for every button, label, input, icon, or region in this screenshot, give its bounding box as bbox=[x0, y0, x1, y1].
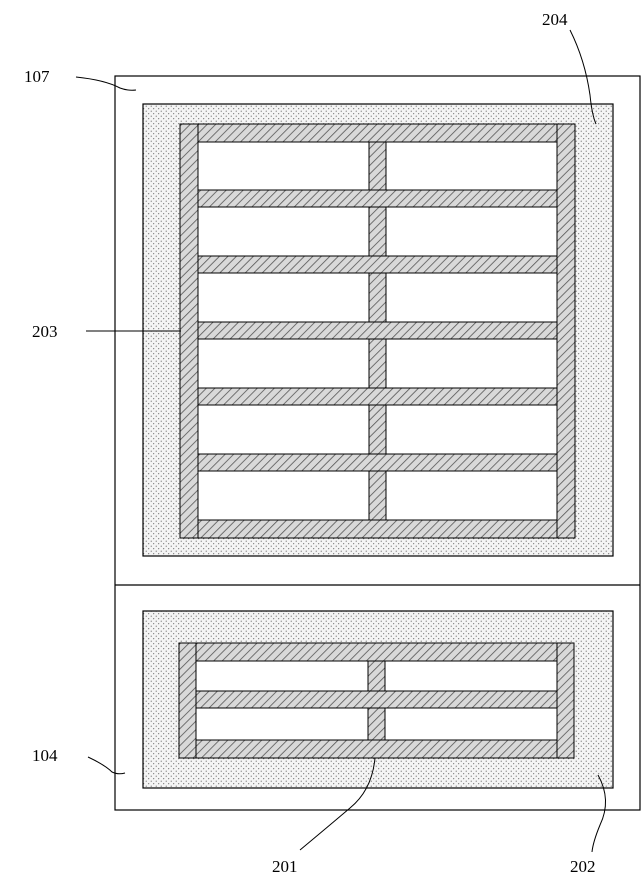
label-202: 202 bbox=[570, 857, 596, 876]
label-104: 104 bbox=[32, 746, 58, 765]
leader-204 bbox=[569, 29, 597, 125]
label-107: 107 bbox=[24, 67, 50, 86]
label-203: 203 bbox=[32, 322, 58, 341]
label-201: 201 bbox=[272, 857, 298, 876]
leader-201 bbox=[299, 757, 376, 851]
upper-grid bbox=[179, 123, 576, 539]
outer-frame bbox=[114, 75, 641, 811]
label-204: 204 bbox=[542, 10, 568, 29]
leader-202 bbox=[591, 774, 606, 853]
lower-grid bbox=[178, 642, 575, 759]
leader-104 bbox=[87, 756, 126, 775]
leader-107 bbox=[75, 76, 137, 91]
